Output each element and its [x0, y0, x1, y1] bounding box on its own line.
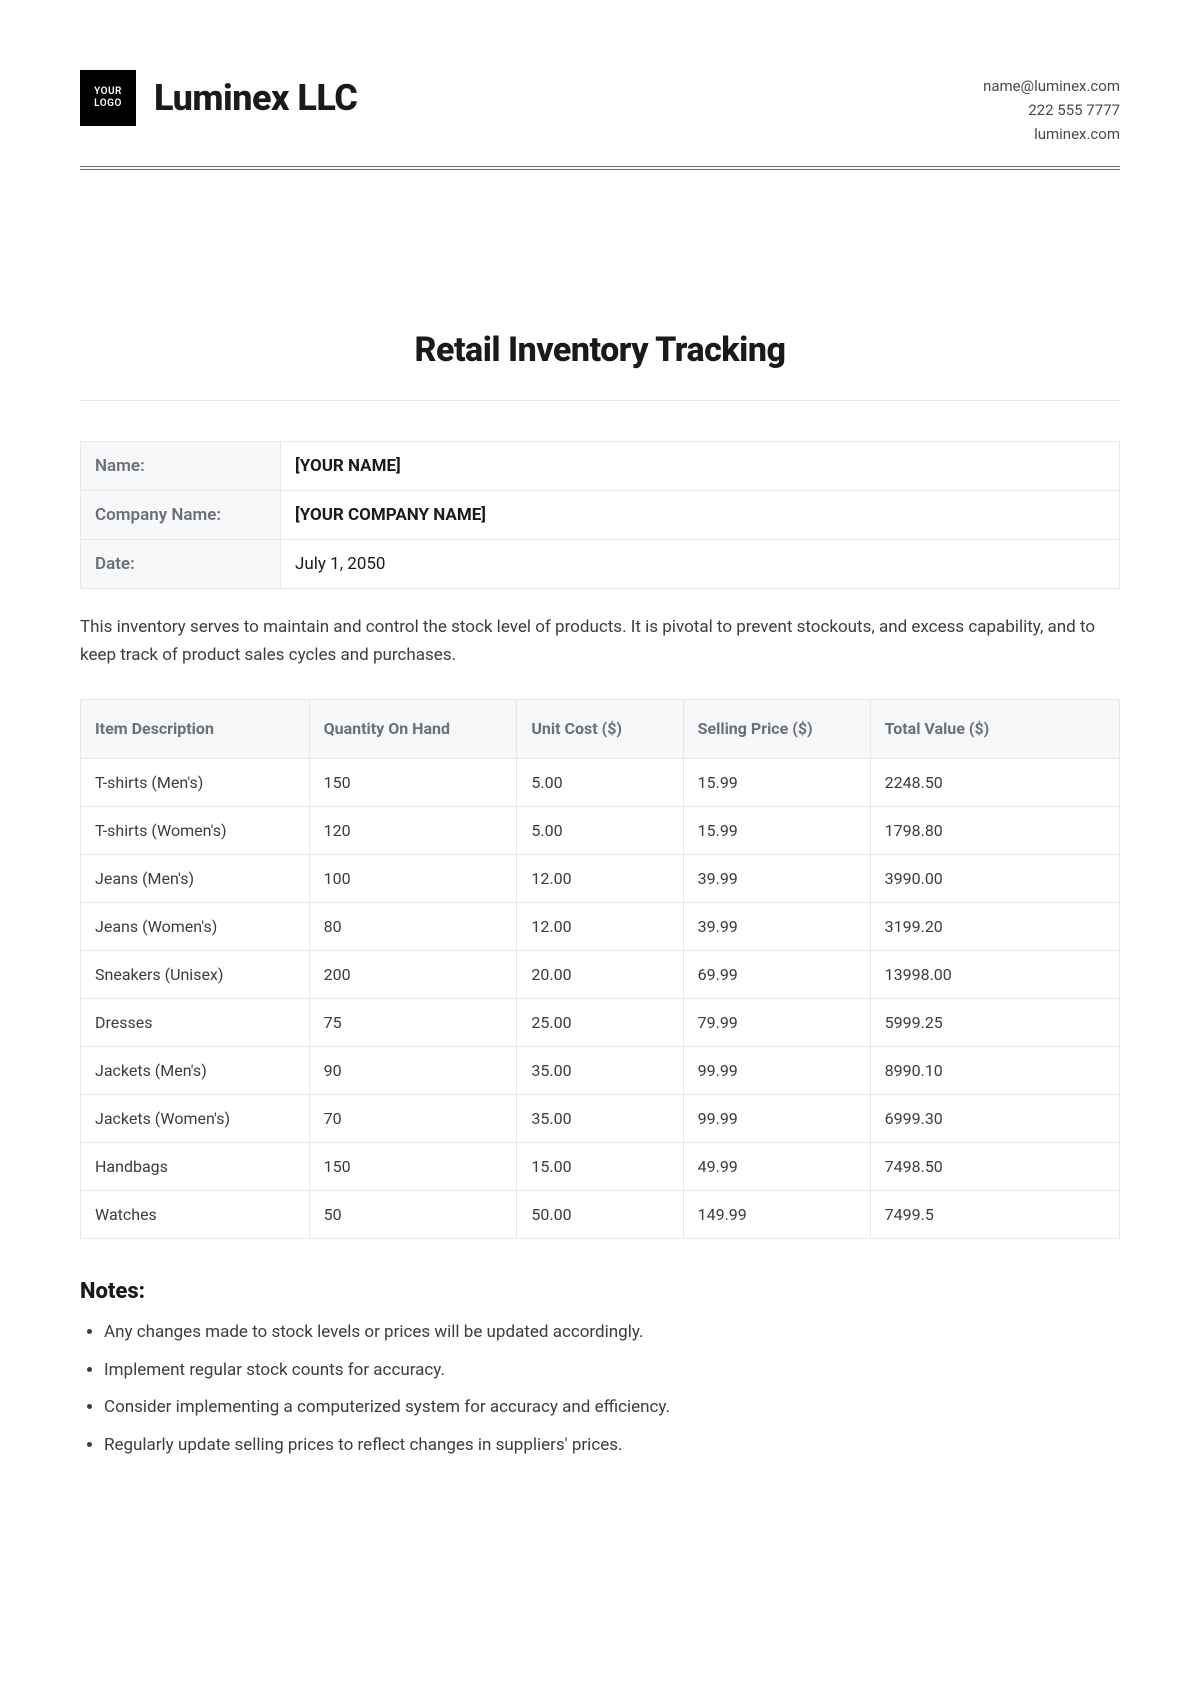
contact-website: luminex.com	[983, 122, 1120, 146]
table-cell: Jeans (Men's)	[81, 855, 310, 903]
table-cell: 35.00	[517, 1095, 683, 1143]
table-cell: 99.99	[683, 1095, 870, 1143]
table-cell: Handbags	[81, 1143, 310, 1191]
table-row: Jeans (Men's)10012.0039.993990.00	[81, 855, 1120, 903]
table-cell: Dresses	[81, 999, 310, 1047]
contact-phone: 222 555 7777	[983, 98, 1120, 122]
table-cell: Jackets (Women's)	[81, 1095, 310, 1143]
table-cell: 20.00	[517, 951, 683, 999]
table-cell: 150	[309, 1143, 517, 1191]
table-cell: 5999.25	[870, 999, 1119, 1047]
notes-heading: Notes:	[80, 1279, 1120, 1304]
table-cell: 15.00	[517, 1143, 683, 1191]
table-cell: Sneakers (Unisex)	[81, 951, 310, 999]
info-label-company: Company Name:	[81, 491, 281, 540]
info-value-name: [YOUR NAME]	[281, 442, 1120, 491]
table-row: Handbags15015.0049.997498.50	[81, 1143, 1120, 1191]
table-cell: 7498.50	[870, 1143, 1119, 1191]
title-divider	[80, 400, 1120, 401]
table-cell: 2248.50	[870, 759, 1119, 807]
table-row: Jackets (Women's)7035.0099.996999.30	[81, 1095, 1120, 1143]
table-cell: 1798.80	[870, 807, 1119, 855]
table-cell: 15.99	[683, 759, 870, 807]
table-cell: 15.99	[683, 807, 870, 855]
logo-line-1: YOUR	[94, 86, 122, 98]
note-item: Implement regular stock counts for accur…	[104, 1358, 1120, 1384]
table-cell: 149.99	[683, 1191, 870, 1239]
document-title: Retail Inventory Tracking	[80, 330, 1120, 370]
table-cell: 79.99	[683, 999, 870, 1047]
table-cell: 50.00	[517, 1191, 683, 1239]
table-cell: Watches	[81, 1191, 310, 1239]
table-cell: 200	[309, 951, 517, 999]
table-cell: 8990.10	[870, 1047, 1119, 1095]
info-value-company: [YOUR COMPANY NAME]	[281, 491, 1120, 540]
intro-paragraph: This inventory serves to maintain and co…	[80, 613, 1120, 669]
inventory-header-row: Item DescriptionQuantity On HandUnit Cos…	[81, 700, 1120, 759]
company-name: Luminex LLC	[154, 77, 357, 119]
table-cell: 12.00	[517, 855, 683, 903]
info-label-date: Date:	[81, 540, 281, 589]
table-cell: 90	[309, 1047, 517, 1095]
table-cell: 49.99	[683, 1143, 870, 1191]
note-item: Any changes made to stock levels or pric…	[104, 1320, 1120, 1346]
logo-line-2: LOGO	[94, 98, 122, 110]
table-cell: 5.00	[517, 807, 683, 855]
info-row-name: Name: [YOUR NAME]	[81, 442, 1120, 491]
table-cell: 69.99	[683, 951, 870, 999]
table-cell: 50	[309, 1191, 517, 1239]
table-cell: 120	[309, 807, 517, 855]
table-cell: 100	[309, 855, 517, 903]
notes-list: Any changes made to stock levels or pric…	[80, 1320, 1120, 1458]
table-row: Sneakers (Unisex)20020.0069.9913998.00	[81, 951, 1120, 999]
contact-block: name@luminex.com 222 555 7777 luminex.co…	[983, 70, 1120, 146]
table-cell: Jackets (Men's)	[81, 1047, 310, 1095]
logo-placeholder: YOUR LOGO	[80, 70, 136, 126]
table-cell: 3199.20	[870, 903, 1119, 951]
inventory-col-header: Selling Price ($)	[683, 700, 870, 759]
table-cell: 70	[309, 1095, 517, 1143]
table-row: Watches5050.00149.997499.5	[81, 1191, 1120, 1239]
table-cell: 5.00	[517, 759, 683, 807]
header-left: YOUR LOGO Luminex LLC	[80, 70, 357, 126]
table-cell: 150	[309, 759, 517, 807]
table-cell: 12.00	[517, 903, 683, 951]
table-cell: 39.99	[683, 855, 870, 903]
table-row: Dresses7525.0079.995999.25	[81, 999, 1120, 1047]
table-row: T-shirts (Women's)1205.0015.991798.80	[81, 807, 1120, 855]
table-cell: T-shirts (Men's)	[81, 759, 310, 807]
table-cell: 25.00	[517, 999, 683, 1047]
inventory-col-header: Unit Cost ($)	[517, 700, 683, 759]
table-cell: 7499.5	[870, 1191, 1119, 1239]
table-cell: 3990.00	[870, 855, 1119, 903]
note-item: Regularly update selling prices to refle…	[104, 1433, 1120, 1459]
table-cell: 75	[309, 999, 517, 1047]
table-cell: 6999.30	[870, 1095, 1119, 1143]
inventory-col-header: Quantity On Hand	[309, 700, 517, 759]
table-row: Jeans (Women's)8012.0039.993199.20	[81, 903, 1120, 951]
header-divider	[80, 166, 1120, 170]
table-cell: Jeans (Women's)	[81, 903, 310, 951]
table-cell: 39.99	[683, 903, 870, 951]
table-cell: T-shirts (Women's)	[81, 807, 310, 855]
table-row: T-shirts (Men's)1505.0015.992248.50	[81, 759, 1120, 807]
page-header: YOUR LOGO Luminex LLC name@luminex.com 2…	[80, 70, 1120, 146]
inventory-table: Item DescriptionQuantity On HandUnit Cos…	[80, 699, 1120, 1239]
inventory-col-header: Item Description	[81, 700, 310, 759]
info-table: Name: [YOUR NAME] Company Name: [YOUR CO…	[80, 441, 1120, 589]
table-cell: 99.99	[683, 1047, 870, 1095]
note-item: Consider implementing a computerized sys…	[104, 1395, 1120, 1421]
inventory-col-header: Total Value ($)	[870, 700, 1119, 759]
info-value-date: July 1, 2050	[281, 540, 1120, 589]
table-cell: 80	[309, 903, 517, 951]
table-cell: 35.00	[517, 1047, 683, 1095]
table-cell: 13998.00	[870, 951, 1119, 999]
info-row-company: Company Name: [YOUR COMPANY NAME]	[81, 491, 1120, 540]
info-row-date: Date: July 1, 2050	[81, 540, 1120, 589]
info-label-name: Name:	[81, 442, 281, 491]
table-row: Jackets (Men's)9035.0099.998990.10	[81, 1047, 1120, 1095]
contact-email: name@luminex.com	[983, 74, 1120, 98]
inventory-body: T-shirts (Men's)1505.0015.992248.50T-shi…	[81, 759, 1120, 1239]
